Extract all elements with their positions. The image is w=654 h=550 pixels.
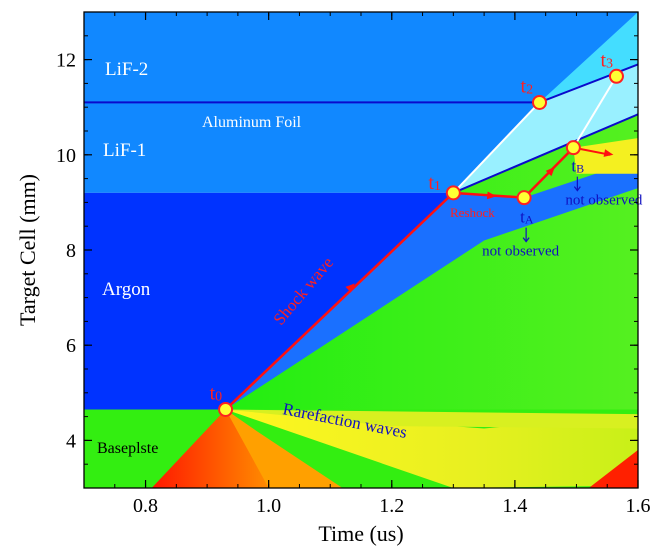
note-arrowhead-tA (522, 237, 530, 243)
reshock-label: Reshock (450, 205, 495, 220)
shock-arrow-1 (345, 283, 355, 293)
marker-label-tB: tB (571, 157, 584, 176)
y-tick-label: 6 (66, 335, 76, 357)
marker-label-t0: t0 (210, 382, 223, 404)
x-axis-title: Time (us) (318, 521, 403, 546)
y-axis-title: Target Cell (mm) (15, 174, 40, 326)
marker-t3 (608, 68, 624, 84)
note-label-tB: not observed (565, 193, 643, 209)
marker-tB (565, 140, 581, 156)
x-tick-label: 1.6 (626, 495, 651, 517)
characteristic-t1-t2 (452, 101, 541, 194)
region-label-baseplate: Baseplste (97, 440, 158, 457)
hot-zone-right (588, 449, 638, 488)
marker-t0 (218, 401, 234, 417)
axes: 0.8 1.0 1.2 1.4 1.6 4 6 8 10 12 Time (us) Target Ce… (15, 11, 651, 546)
y-tick-label: 12 (56, 50, 76, 72)
rarefaction-fan-edge (225, 409, 638, 429)
region-label-lif1: LiF-1 (103, 140, 146, 161)
x-tick-label: 1.4 (502, 495, 527, 517)
reshock-arrow (486, 191, 497, 200)
marker-label-t3: t3 (600, 49, 613, 71)
marker-t2 (532, 94, 548, 110)
x-tick-label: 1.2 (379, 495, 404, 517)
shocked-lif-region (453, 64, 638, 193)
hot-zone-orange (225, 409, 343, 488)
event-markers: t0 t1 t2 t3 tA not observed tB not observed (210, 49, 643, 417)
shock-arrow-3 (603, 149, 614, 157)
marker-label-tA: tA (520, 208, 534, 227)
shock-arrow-2 (545, 166, 555, 177)
characteristic-tB-t3 (572, 75, 618, 149)
region-label-argon: Argon (102, 279, 151, 300)
marker-t1 (445, 185, 461, 201)
marker-label-t2: t2 (521, 75, 534, 97)
region-label-lif2: LiF-2 (105, 59, 148, 80)
x-tick-label: 0.8 (133, 495, 158, 517)
compressed-argon-region (225, 159, 638, 410)
aluminum-foil-label: Aluminum Foil (202, 114, 302, 131)
y-tick-label: 8 (66, 240, 76, 262)
y-tick-label: 10 (56, 145, 76, 167)
note-label-tA: not observed (482, 244, 560, 260)
marker-tA (516, 190, 532, 206)
marker-label-t1: t1 (428, 172, 441, 194)
note-arrowhead-tB (573, 186, 581, 192)
interface-line-1 (452, 113, 638, 194)
y-tick-label: 4 (66, 430, 76, 452)
rarefaction-fan (225, 409, 638, 488)
shocked-lif-upper (539, 12, 638, 103)
x-tick-label: 1.0 (256, 495, 281, 517)
